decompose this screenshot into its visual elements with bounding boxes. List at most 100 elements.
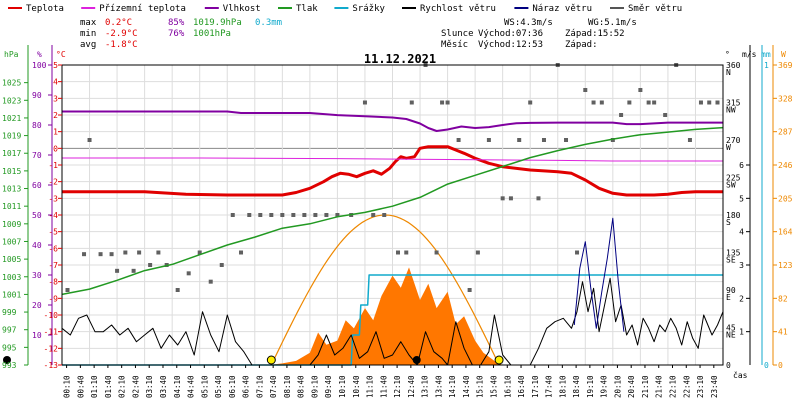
humidity-tick-label-4: 50 (32, 211, 42, 220)
solar-tick-label-1: 41 (778, 328, 788, 337)
x-tick-label-42: 21:10 (641, 375, 650, 398)
direction-tick-label-2: NE (726, 331, 736, 340)
wind-direction-point-37 (440, 100, 445, 105)
temperature-tick-label-7: -6 (48, 244, 58, 253)
moon-label: Měsíc (441, 40, 468, 50)
wind-tick-label-0: 1 (739, 328, 744, 337)
wind-direction-point-34 (409, 100, 414, 105)
stats-avg-label: avg (80, 40, 96, 50)
temperature-tick-label-14: 1 (53, 128, 58, 137)
wind-direction-point-41 (475, 250, 480, 255)
wind-tick-label-5: 6 (739, 161, 744, 170)
humidity-tick-label-3: 40 (32, 241, 42, 250)
wind-direction-point-22 (280, 213, 285, 217)
legend: Teplota Přízemní teplota Vlhkost Tlak Srážky… (8, 4, 682, 14)
wind-direction-point-40 (467, 288, 472, 292)
wind-direction-point-42 (486, 138, 491, 142)
pressure-tick-label-8: 1009 (2, 220, 21, 229)
stats-max-hum: 85% (168, 18, 185, 28)
wind-direction-point-59 (646, 100, 651, 105)
direction-tick-label-0: 0 (726, 361, 731, 370)
unit-humidity: % (37, 50, 42, 59)
wind-direction-point-10 (156, 250, 161, 255)
solar-tick-label-5: 205 (778, 194, 793, 203)
x-tick-label-30: 15:10 (476, 375, 485, 398)
series-ground (62, 157, 723, 162)
x-tick-label-35: 17:40 (545, 375, 554, 398)
x-tick-label-15: 07:40 (269, 375, 278, 398)
unit-temperature: °C (56, 50, 66, 59)
stats-max-temp: 0.2°C (105, 18, 132, 28)
x-tick-label-5: 02:40 (131, 375, 140, 398)
direction-tick-label-13: 315 (726, 99, 741, 108)
temperature-tick-label-8: -5 (48, 228, 58, 237)
x-tick-label-25: 12:40 (407, 375, 416, 398)
x-tick-label-37: 18:40 (572, 375, 581, 398)
series-temp (62, 145, 723, 197)
wind-direction-point-23 (291, 213, 296, 217)
rain-tick-label-1: 1 (764, 61, 769, 70)
pressure-tick-label-13: 1019 (2, 132, 21, 141)
sun-marker-1 (494, 355, 504, 365)
x-tick-label-9: 04:40 (187, 375, 196, 398)
solar-tick-label-6: 246 (778, 161, 793, 170)
humidity-tick-label-8: 90 (32, 91, 42, 100)
wind-direction-point-25 (313, 213, 318, 217)
humidity-tick-label-6: 70 (32, 151, 42, 160)
wind-direction-point-8 (137, 250, 142, 255)
solar-tick-label-0: 0 (778, 361, 783, 370)
wind-direction-point-55 (610, 138, 615, 142)
legend-label-7: Směr větru (628, 4, 682, 14)
direction-tick-label-12: W (726, 143, 731, 152)
x-tick-label-45: 22:40 (682, 375, 691, 398)
temperature-tick-label-5: -8 (48, 278, 58, 287)
wind-direction-point-53 (591, 100, 596, 105)
legend-label-2: Vlhkost (223, 4, 261, 14)
pressure-tick-label-10: 1013 (2, 185, 21, 194)
stats-max-label: max (80, 18, 97, 28)
direction-tick-label-3: 90 (726, 286, 736, 295)
pressure-tick-label-16: 1025 (2, 79, 21, 88)
wind-direction-point-63 (687, 138, 692, 142)
humidity-tick-label-5: 60 (32, 181, 42, 190)
wind-direction-point-43 (500, 196, 505, 201)
solar-tick-label-9: 369 (778, 61, 793, 70)
wind-direction-point-6 (123, 250, 128, 255)
x-tick-label-23: 11:40 (379, 375, 388, 398)
direction-tick-label-8: S (726, 218, 731, 227)
wind-tick-label-2: 3 (739, 261, 744, 270)
x-tick-label-19: 09:40 (324, 375, 333, 398)
x-tick-label-18: 09:10 (310, 375, 319, 398)
x-tick-label-3: 01:40 (104, 375, 113, 398)
series-gust (573, 217, 625, 332)
stats-max-rain: 0.3mm (255, 18, 282, 28)
header-info: max 0.2°C 85% 1019.9hPa 0.3mm min -2.9°C… (80, 18, 637, 66)
legend-label-1: Přízemní teplota (99, 4, 186, 14)
wind-direction-point-14 (197, 250, 202, 255)
wind-direction-point-46 (528, 100, 533, 105)
direction-tick-label-9: 225 (726, 174, 741, 183)
wind-direction-point-1 (82, 252, 87, 257)
wind-direction-point-48 (541, 138, 546, 142)
direction-tick-label-16: N (726, 68, 731, 77)
wind-direction-point-52 (583, 88, 588, 92)
wind-speed-info: WS:4.3m/s (504, 18, 553, 28)
wind-direction-point-13 (186, 271, 191, 276)
unit-wind: m/s (742, 50, 757, 59)
x-tick-label-46: 23:10 (696, 375, 705, 398)
wind-direction-point-51 (575, 250, 580, 255)
temperature-tick-label-18: 5 (53, 61, 58, 70)
humidity-tick-label-2: 30 (32, 271, 42, 280)
wind-direction-point-15 (208, 279, 213, 284)
temperature-tick-label-16: 3 (53, 94, 58, 103)
solar-tick-label-2: 82 (778, 294, 788, 303)
wind-direction-point-66 (715, 100, 720, 105)
humidity-tick-label-1: 20 (32, 301, 42, 310)
temperature-tick-label-17: 4 (53, 78, 58, 87)
moon-set: Západ: (565, 40, 598, 50)
chart-date: 11.12.2021 (364, 52, 436, 66)
wind-direction-point-9 (148, 263, 153, 267)
temperature-tick-label-12: -1 (48, 161, 58, 170)
